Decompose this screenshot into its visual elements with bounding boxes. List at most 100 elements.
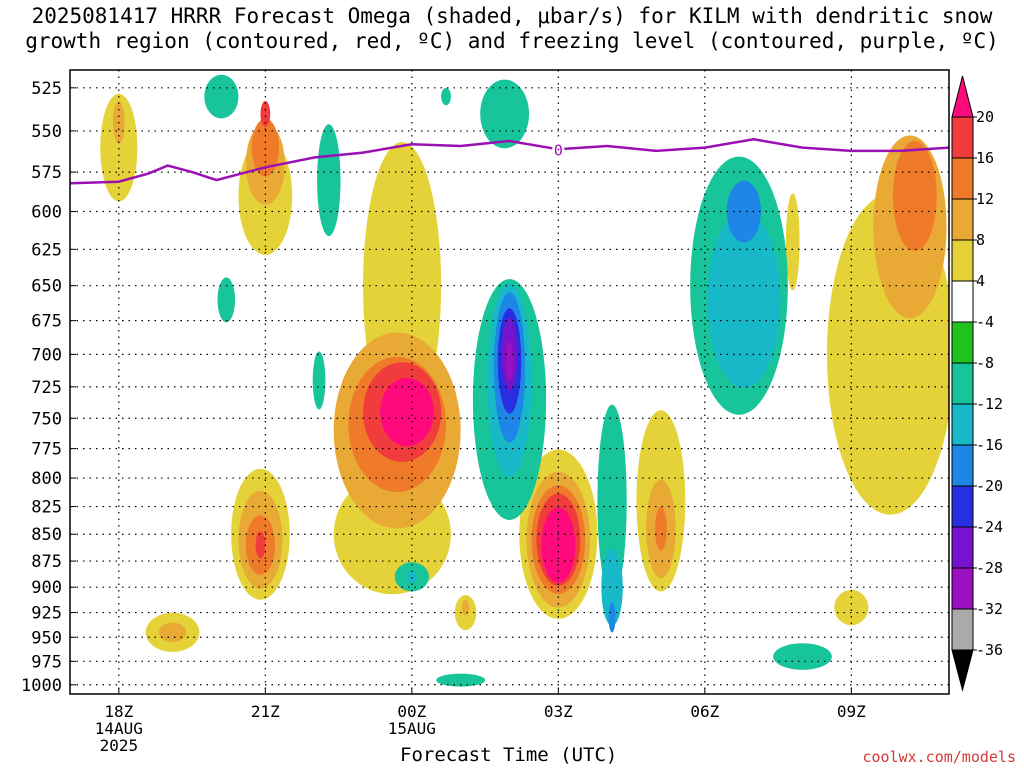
colorbar-swatch [951,321,974,364]
omega-blob [217,277,236,323]
x-tick-label: 15AUG [388,719,436,738]
omega-blob [834,589,869,626]
title-line-2: growth region (contoured, red, ºC) and f… [25,29,999,53]
colorbar-swatch [951,526,974,569]
omega-blob [251,118,280,177]
omega-blob [785,193,800,291]
colorbar-label: 12 [976,190,994,208]
y-tick-label: 550 [31,122,62,142]
omega-blob [773,643,832,670]
y-tick-label: 675 [31,312,62,332]
x-axis-title: Forecast Time (UTC) [400,744,618,766]
omega-blob [380,377,434,447]
colorbar-swatch [951,362,974,405]
y-tick-label: 900 [31,578,62,598]
omega-blob [480,79,530,149]
colorbar-legend: 20 16 12 8 4 -4 -8 -12 -16 -20 -24 -28 -32 -36 [951,75,1003,692]
omega-blob [608,602,616,633]
colorbar-label: -32 [976,600,1003,618]
y-tick-label: 525 [31,79,62,99]
omega-blob [100,93,138,202]
freezing-level-line [70,138,949,185]
y-tick-label: 825 [31,498,62,518]
colorbar-label: 16 [976,149,994,167]
omega-blob [601,548,623,626]
omega-blob [255,531,266,559]
y-tick-label: 575 [31,163,62,183]
y-tick-label: 725 [31,378,62,398]
colorbar-label: -4 [976,313,994,331]
colorbar-swatch [951,444,974,487]
omega-blob [406,570,417,584]
y-tick-label: 1000 [21,676,62,696]
colorbar-swatch [951,280,974,323]
omega-blob [436,673,486,687]
omega-blob [726,180,761,243]
title-line-1: 2025081417 HRRR Forecast Omega (shaded, … [31,4,993,28]
x-tick-label: 09Z [837,702,866,721]
grid-lines [70,70,949,694]
x-tick-label: 00Z [397,702,426,721]
colorbar-label: -36 [976,641,1003,659]
colorbar-swatch [951,567,974,610]
colorbar-swatch [951,485,974,528]
omega-shading [100,74,949,687]
colorbar-label: 4 [976,272,985,290]
colorbar-top-arrow [951,75,974,118]
x-tick-label: 06Z [690,702,719,721]
colorbar-swatch [951,608,974,651]
y-tick-label: 950 [31,628,62,648]
x-tick-label: 03Z [544,702,573,721]
colorbar-label: -20 [976,477,1003,495]
x-tick-label: 14AUG [95,719,143,738]
y-tick-label: 600 [31,203,62,223]
colorbar-label: 8 [976,231,985,249]
x-tick-label: 18Z [104,702,133,721]
colorbar-label: -8 [976,354,994,372]
colorbar-label: -16 [976,436,1003,454]
y-axis: 525 550 575 600 625 650 675 700 725 750 775 800 825 8… [21,79,76,696]
chart-title: 2025081417 HRRR Forecast Omega (shaded, … [0,4,1024,54]
freezing-level-label: 0 [554,141,563,159]
omega-blob [312,351,326,410]
y-tick-label: 700 [31,345,62,365]
y-tick-label: 850 [31,525,62,545]
y-tick-label: 800 [31,469,62,489]
y-tick-label: 775 [31,440,62,460]
colorbar-label: -28 [976,559,1003,577]
colorbar-label: -24 [976,518,1003,536]
omega-blob [317,124,341,237]
y-tick-label: 875 [31,552,62,572]
y-tick-label: 925 [31,604,62,624]
omega-blob [461,599,470,616]
y-tick-label: 975 [31,652,62,672]
colorbar-swatch [951,198,974,241]
colorbar-bottom-arrow [951,649,974,692]
y-tick-label: 625 [31,240,62,260]
colorbar-swatch [951,157,974,200]
omega-blob [597,404,627,598]
omega-blob [204,74,239,119]
y-tick-label: 650 [31,277,62,297]
credit-link[interactable]: coolwx.com/models [862,748,1016,766]
omega-blob [260,101,271,127]
freezing-level-layer: 0 [70,138,949,185]
colorbar-label: -12 [976,395,1003,413]
colorbar-swatch [951,239,974,282]
omega-blob [441,87,451,106]
freezing-label-bg [552,140,565,158]
omega-blob [655,506,667,551]
omega-blob [505,341,514,381]
y-tick-label: 750 [31,409,62,429]
x-tick-label: 2025 [100,736,139,755]
x-tick-label: 21Z [251,702,280,721]
colorbar-swatch [951,403,974,446]
colorbar-swatch [951,116,974,159]
omega-blob [707,211,781,388]
omega-blob [892,140,937,251]
omega-blob [158,622,187,643]
colorbar-label: 20 [976,108,994,126]
plot-frame [69,69,950,695]
